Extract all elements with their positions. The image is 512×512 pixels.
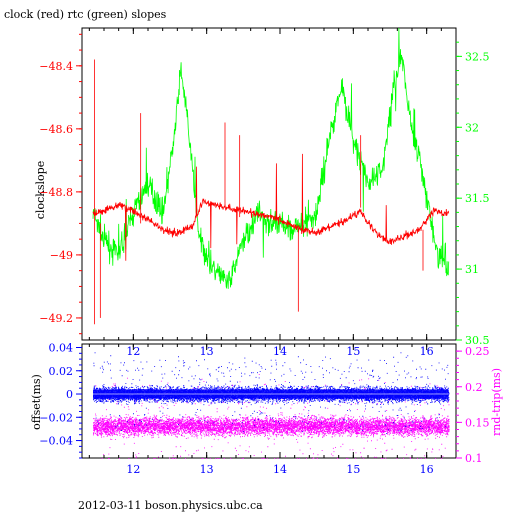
top-y2-tick-label: 32 xyxy=(465,121,479,134)
top-x-tick-label: 16 xyxy=(420,345,434,358)
top-y-tick-label: −48.6 xyxy=(39,123,73,136)
top-y-axis-label: clockslope xyxy=(34,161,47,219)
bottom-y2-axis-label: rnd-trip(ms) xyxy=(490,368,503,436)
bottom-x-tick-label: 16 xyxy=(420,463,434,476)
bottom-x-tick-label: 15 xyxy=(346,463,360,476)
footer-text: 2012-03-11 boson.physics.ubc.ca xyxy=(78,499,263,512)
top-y2-tick-label: 31 xyxy=(465,263,479,276)
bottom-y2-tick-label: 0.15 xyxy=(465,416,490,429)
bottom-y-tick-label: −0.02 xyxy=(39,411,73,424)
axes-group: 12 13 14 15 16 12 13 14 15 16 −48.4 −48.6 −48.8 −49 −4… xyxy=(39,28,490,476)
top-chart-title: clock (red) rtc (green) slopes xyxy=(4,8,167,21)
bottom-x-tick-label: 13 xyxy=(200,463,214,476)
top-y2-tick-label: 31.5 xyxy=(465,192,490,205)
top-x-tick-label: 15 xyxy=(346,345,360,358)
bottom-y-tick-label: 0.02 xyxy=(49,365,74,378)
top-x-tick-label: 13 xyxy=(200,345,214,358)
bottom-y2-tick-label: 0.25 xyxy=(465,345,490,358)
bottom-y-tick-label: −0.04 xyxy=(39,435,73,448)
top-y-tick-label: −48.8 xyxy=(39,186,73,199)
bottom-y2-tick-label: 0.2 xyxy=(465,381,483,394)
clock-series-line xyxy=(92,153,450,261)
top-y-tick-label: −49.2 xyxy=(39,312,73,325)
top-y-tick-label: −49 xyxy=(50,249,73,262)
top-y-tick-label: −48.4 xyxy=(39,60,73,73)
top-y2-tick-label: 30.5 xyxy=(465,334,490,347)
bottom-series-group xyxy=(93,352,450,459)
top-series-group xyxy=(92,27,450,325)
top-x-tick-label: 14 xyxy=(273,345,287,358)
bottom-y-axis-label: offset(ms) xyxy=(30,374,43,430)
bottom-x-tick-label: 14 xyxy=(273,463,287,476)
bottom-y-tick-label: 0.04 xyxy=(49,341,74,354)
top-y2-tick-label: 32.5 xyxy=(465,50,490,63)
top-x-tick-label: 12 xyxy=(126,345,140,358)
bottom-x-tick-label: 12 xyxy=(126,463,140,476)
bottom-y2-tick-label: 0.1 xyxy=(465,452,483,465)
rtc-series-line xyxy=(92,27,450,290)
top-plot-frame xyxy=(81,27,457,341)
bottom-y-tick-label: 0 xyxy=(66,388,73,401)
